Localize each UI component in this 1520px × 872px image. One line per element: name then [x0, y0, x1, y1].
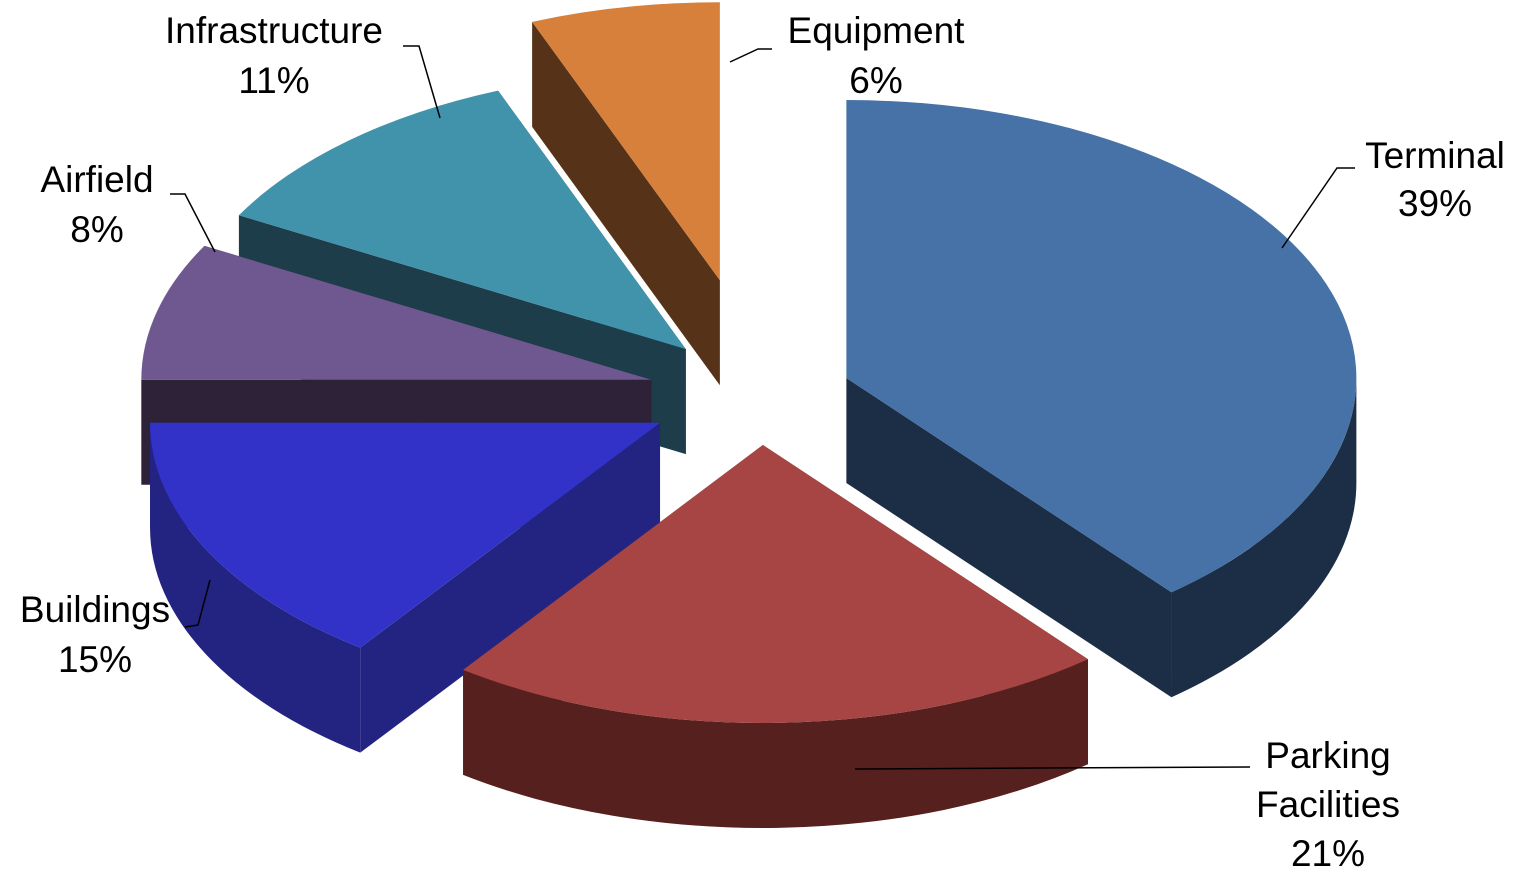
slice-buildings — [150, 422, 661, 753]
slice-side-wall — [846, 378, 1172, 698]
leader-lines — [170, 45, 1355, 770]
leader-line-equipment — [729, 48, 772, 63]
slice-value-buildings: 15% — [58, 639, 132, 680]
slice-equipment — [532, 2, 720, 386]
slice-outer-wall — [150, 422, 361, 753]
slice-terminal — [846, 100, 1357, 698]
slice-value-terminal: 39% — [1398, 183, 1472, 224]
leader-line-airfield — [170, 193, 216, 253]
slice-label-equipment: Equipment — [788, 10, 966, 51]
slice-label-terminal: Terminal — [1365, 135, 1505, 176]
slice-label-infrastructure: Infrastructure — [165, 10, 383, 51]
leader-line-infrastructure — [403, 45, 441, 119]
slice-value-equipment: 6% — [849, 60, 902, 101]
leader-line-terminal — [1281, 167, 1355, 249]
slice-top-face — [846, 100, 1357, 593]
slice-outer-wall — [1171, 378, 1357, 698]
slice-value-parking-facilities: 21% — [1291, 833, 1365, 872]
slice-labels: Terminal 39% Parking Facilities 21% Buildings… — [20, 10, 1505, 872]
slice-value-airfield: 8% — [70, 209, 123, 250]
slice-outer-wall — [463, 659, 1088, 829]
slice-label-airfield: Airfield — [40, 159, 153, 200]
leader-line-parking-facilities — [854, 766, 1251, 770]
slice-top-face — [141, 245, 652, 380]
slice-label-buildings: Buildings — [20, 589, 170, 630]
slice-side-wall — [532, 21, 720, 386]
slice-top-face — [463, 445, 1088, 724]
leader-line-buildings — [184, 579, 211, 628]
pie-slices — [141, 2, 1357, 829]
slice-label-parking-facilities: Parking Facilities — [1256, 735, 1400, 825]
slice-top-face — [238, 90, 686, 350]
slice-parking-facilities — [463, 445, 1088, 829]
slice-value-infrastructure: 11% — [238, 60, 309, 101]
slice-top-face — [532, 2, 720, 281]
slice-top-face — [150, 422, 661, 648]
